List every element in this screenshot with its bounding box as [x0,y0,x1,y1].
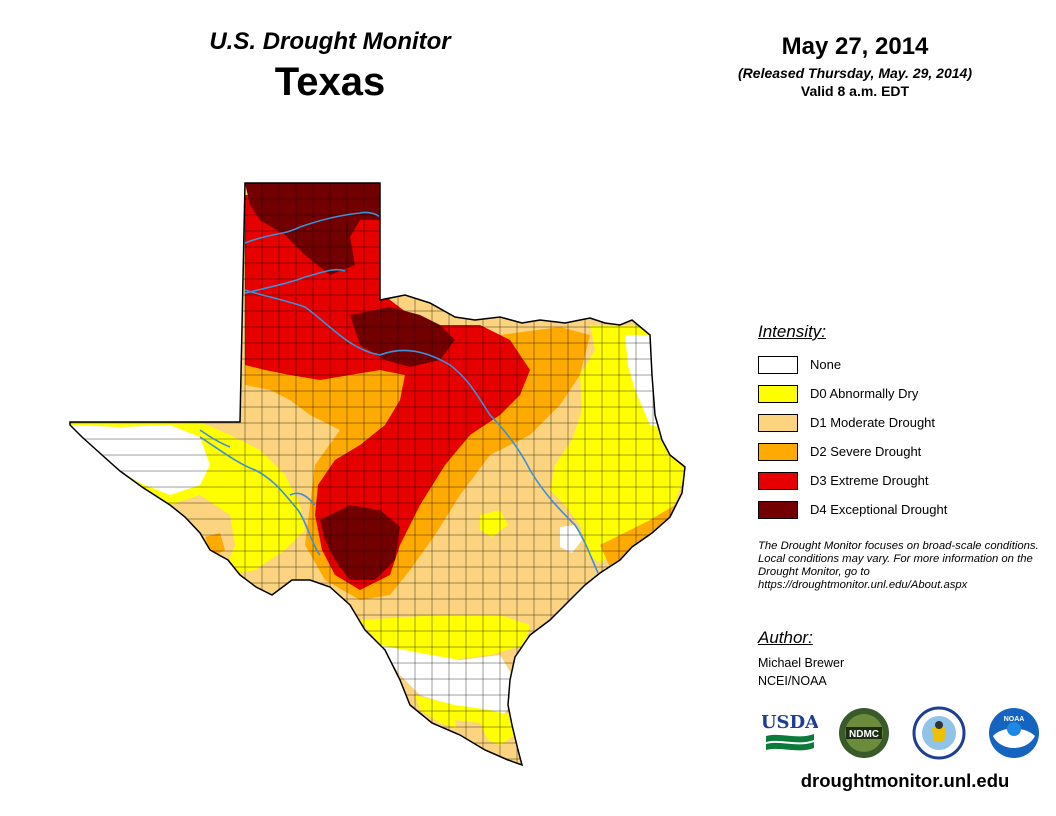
author-name: Michael Brewer [758,656,845,670]
product-title: U.S. Drought Monitor [209,28,451,55]
d0-south-band [360,615,530,660]
legend-item: D1 Moderate Drought [758,408,1048,437]
d1-south-spot [455,720,490,750]
legend-swatch [758,384,798,403]
none-el-paso [70,425,210,495]
d0-rio-grande-valley [415,695,515,745]
drought-monitor-note: The Drought Monitor focuses on broad-sca… [758,540,1039,591]
noaa-logo: NOAA [989,708,1039,758]
legend-swatch [758,413,798,432]
valid-time: Valid 8 a.m. EDT [800,83,910,99]
brazos-river [244,289,599,574]
intensity-legend: Intensity: None D0 Abnormally Dry D1 Moder… [758,322,1048,524]
legend-title: Intensity: [758,322,827,341]
author-title: Author: [758,628,813,647]
d2-southeast-coast [600,505,680,567]
d3-extreme-region [245,195,530,590]
usda-logo-text: USDA [762,712,818,733]
canadian-river [244,211,381,244]
legend-label: D2 Severe Drought [810,444,922,459]
site-url[interactable]: droughtmonitor.unl.edu [800,770,1010,791]
legend-item: D2 Severe Drought [758,437,1048,466]
noaa-logo-text: NOAA [1004,716,1025,723]
colorado-river [289,492,316,506]
map-date: May 27, 2014 [781,33,929,60]
legend-label: D4 Exceptional Drought [810,502,948,517]
legend-item: D3 Extreme Drought [758,466,1048,495]
d4-rolling-plains [350,307,455,367]
legend-swatch [758,500,798,519]
legend-swatch [758,471,798,490]
legend-label: D1 Moderate Drought [810,415,936,430]
none-houston [560,525,582,553]
legend-swatch [758,355,798,374]
legend-swatch [758,442,798,461]
legend-items: None D0 Abnormally Dry D1 Moderate Drought… [758,350,1048,524]
doc-seal-logo [912,706,966,760]
agency-logos: USDA NDMC NOAA [762,706,1052,760]
rivers [199,211,599,574]
rio-grande [199,429,231,448]
red-river [244,268,346,294]
d4-edwards-plateau [320,505,400,580]
legend-item: D4 Exceptional Drought [758,495,1048,524]
legend-label: None [810,357,842,372]
map-header: U.S. Drought Monitor Texas [160,28,500,105]
texas-drought-map [69,182,686,766]
legend-item: D0 Abnormally Dry [758,379,1048,408]
legend-item: None [758,350,1048,379]
author-affiliation: NCEI/NOAA [758,674,827,688]
usda-logo: USDA [762,712,818,751]
none-south-texas [380,645,515,720]
d0-central-spot [480,510,508,537]
pecos-river [199,436,321,556]
ndmc-logo: NDMC [839,708,889,758]
author-block: Author: Michael Brewer NCEI/NOAA [758,628,1048,690]
legend-label: D3 Extreme Drought [810,473,929,488]
legend-label: D0 Abnormally Dry [810,386,919,401]
release-date: (Released Thursday, May. 29, 2014) [738,65,972,81]
region-title: Texas [274,60,386,104]
ndmc-logo-text: NDMC [849,729,879,740]
date-block: May 27, 2014 (Released Thursday, May. 29… [690,33,1020,99]
